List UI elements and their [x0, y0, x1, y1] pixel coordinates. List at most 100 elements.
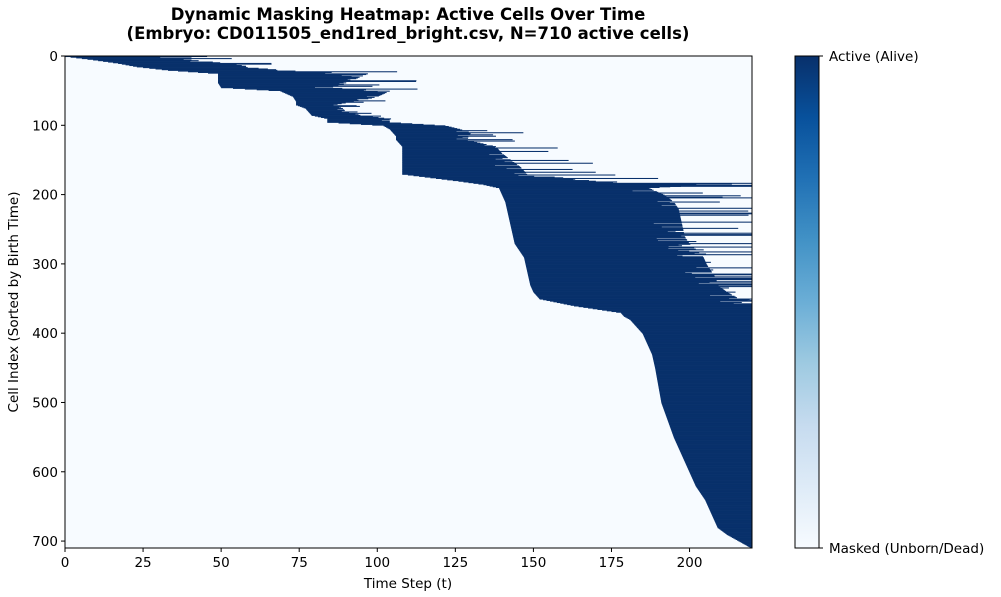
cell-active-span: [504, 198, 671, 200]
cell-active-span: [309, 112, 350, 114]
cell-active-span: [314, 115, 381, 117]
cell-active-span: [648, 347, 752, 349]
cell-active-span: [402, 152, 502, 154]
cell-active-span: [707, 505, 752, 507]
cell-active-span: [681, 454, 752, 456]
cell-active-span: [673, 436, 752, 438]
cell-active-span: [402, 166, 520, 168]
cell-active-span: [402, 172, 526, 174]
cell-active-span: [93, 59, 192, 61]
cell-active-span: [286, 93, 384, 95]
cell-active-span: [685, 463, 752, 465]
x-tick-label: 50: [213, 555, 230, 571]
cell-active-span: [642, 332, 752, 334]
cell-active-span: [515, 243, 691, 245]
cell-active-span: [527, 272, 686, 274]
cell-active-span: [660, 395, 752, 397]
cell-active-span: [695, 485, 752, 487]
cell-active-span: [695, 484, 752, 486]
cell-active-span: [717, 526, 752, 528]
cell-active-span: [218, 76, 352, 78]
cell-active-span: [658, 383, 752, 385]
cell-active-span: [658, 386, 752, 388]
cell-active-span: [499, 187, 649, 189]
cell-active-span: [639, 329, 752, 331]
cell-active-span: [296, 103, 342, 105]
cell-active-span: [583, 306, 752, 308]
cell-active-span: [643, 333, 752, 335]
cell-active-span: [563, 303, 752, 305]
cell-active-span: [296, 101, 364, 103]
cell-active-span: [268, 89, 364, 91]
cell-active-span: [509, 219, 682, 221]
cell-active-span: [506, 204, 662, 207]
cell-active-span: [663, 409, 752, 411]
cell-active-span: [402, 153, 503, 155]
cell-active-span: [392, 131, 469, 133]
cell-active-span: [677, 446, 752, 448]
cell-active-span: [687, 467, 752, 469]
cell-active-span: [402, 173, 515, 175]
cell-active-span: [671, 430, 752, 432]
cell-active-span: [424, 176, 555, 178]
cell-active-span: [696, 487, 752, 489]
cell-active-span: [707, 503, 752, 505]
cell-active-span: [501, 193, 662, 195]
cell-active-span: [654, 364, 752, 366]
cell-active-span: [507, 212, 752, 214]
cell-active-span: [531, 288, 723, 290]
cell-active-span: [528, 276, 752, 278]
cell-active-span: [656, 372, 752, 374]
cell-active-span: [311, 114, 361, 116]
cell-active-span: [402, 159, 569, 161]
cell-active-span: [606, 310, 752, 312]
cell-active-span: [648, 345, 752, 347]
cell-active-span: [525, 261, 711, 263]
cell-active-span: [597, 308, 752, 310]
cell-active-span: [627, 317, 752, 319]
cell-active-span: [520, 252, 700, 254]
cell-active-span: [691, 476, 752, 478]
cell-active-span: [529, 282, 752, 284]
cell-active-span: [402, 167, 522, 169]
cell-active-span: [505, 201, 720, 203]
cell-active-span: [680, 450, 752, 453]
cell-active-span: [447, 179, 574, 181]
cell-active-span: [676, 441, 752, 444]
cell-active-span: [664, 411, 752, 413]
cell-active-span: [655, 367, 752, 369]
cell-active-span: [664, 412, 752, 414]
cell-active-span: [178, 70, 296, 72]
cell-active-span: [468, 182, 614, 184]
cell-active-span: [665, 413, 752, 415]
cell-active-span: [401, 144, 485, 146]
cell-active-span: [631, 320, 752, 322]
cell-active-span: [218, 80, 417, 82]
cell-active-span: [665, 414, 752, 416]
cell-active-span: [218, 81, 344, 83]
cell-active-span: [697, 488, 752, 490]
cell-active-span: [620, 312, 752, 314]
cell-active-span: [513, 238, 687, 240]
cell-active-span: [706, 501, 752, 503]
cell-active-span: [503, 198, 670, 200]
cell-active-span: [709, 509, 752, 511]
cell-active-span: [661, 400, 752, 402]
cell-active-span: [725, 532, 752, 534]
cell-active-span: [218, 76, 360, 78]
cell-active-span: [307, 110, 342, 112]
cell-active-span: [402, 151, 501, 153]
cell-active-span: [301, 106, 340, 108]
cell-active-span: [659, 390, 752, 392]
cell-active-span: [730, 536, 752, 538]
cell-active-span: [653, 359, 752, 361]
x-tick-label: 0: [61, 555, 70, 571]
cell-active-span: [327, 119, 382, 121]
cell-active-span: [657, 378, 752, 380]
cell-active-span: [737, 539, 752, 541]
cell-active-span: [293, 96, 375, 98]
colorbar-gradient: [794, 55, 820, 549]
cell-active-span: [641, 331, 752, 333]
cell-active-span: [667, 420, 752, 422]
cell-active-span: [653, 360, 752, 362]
